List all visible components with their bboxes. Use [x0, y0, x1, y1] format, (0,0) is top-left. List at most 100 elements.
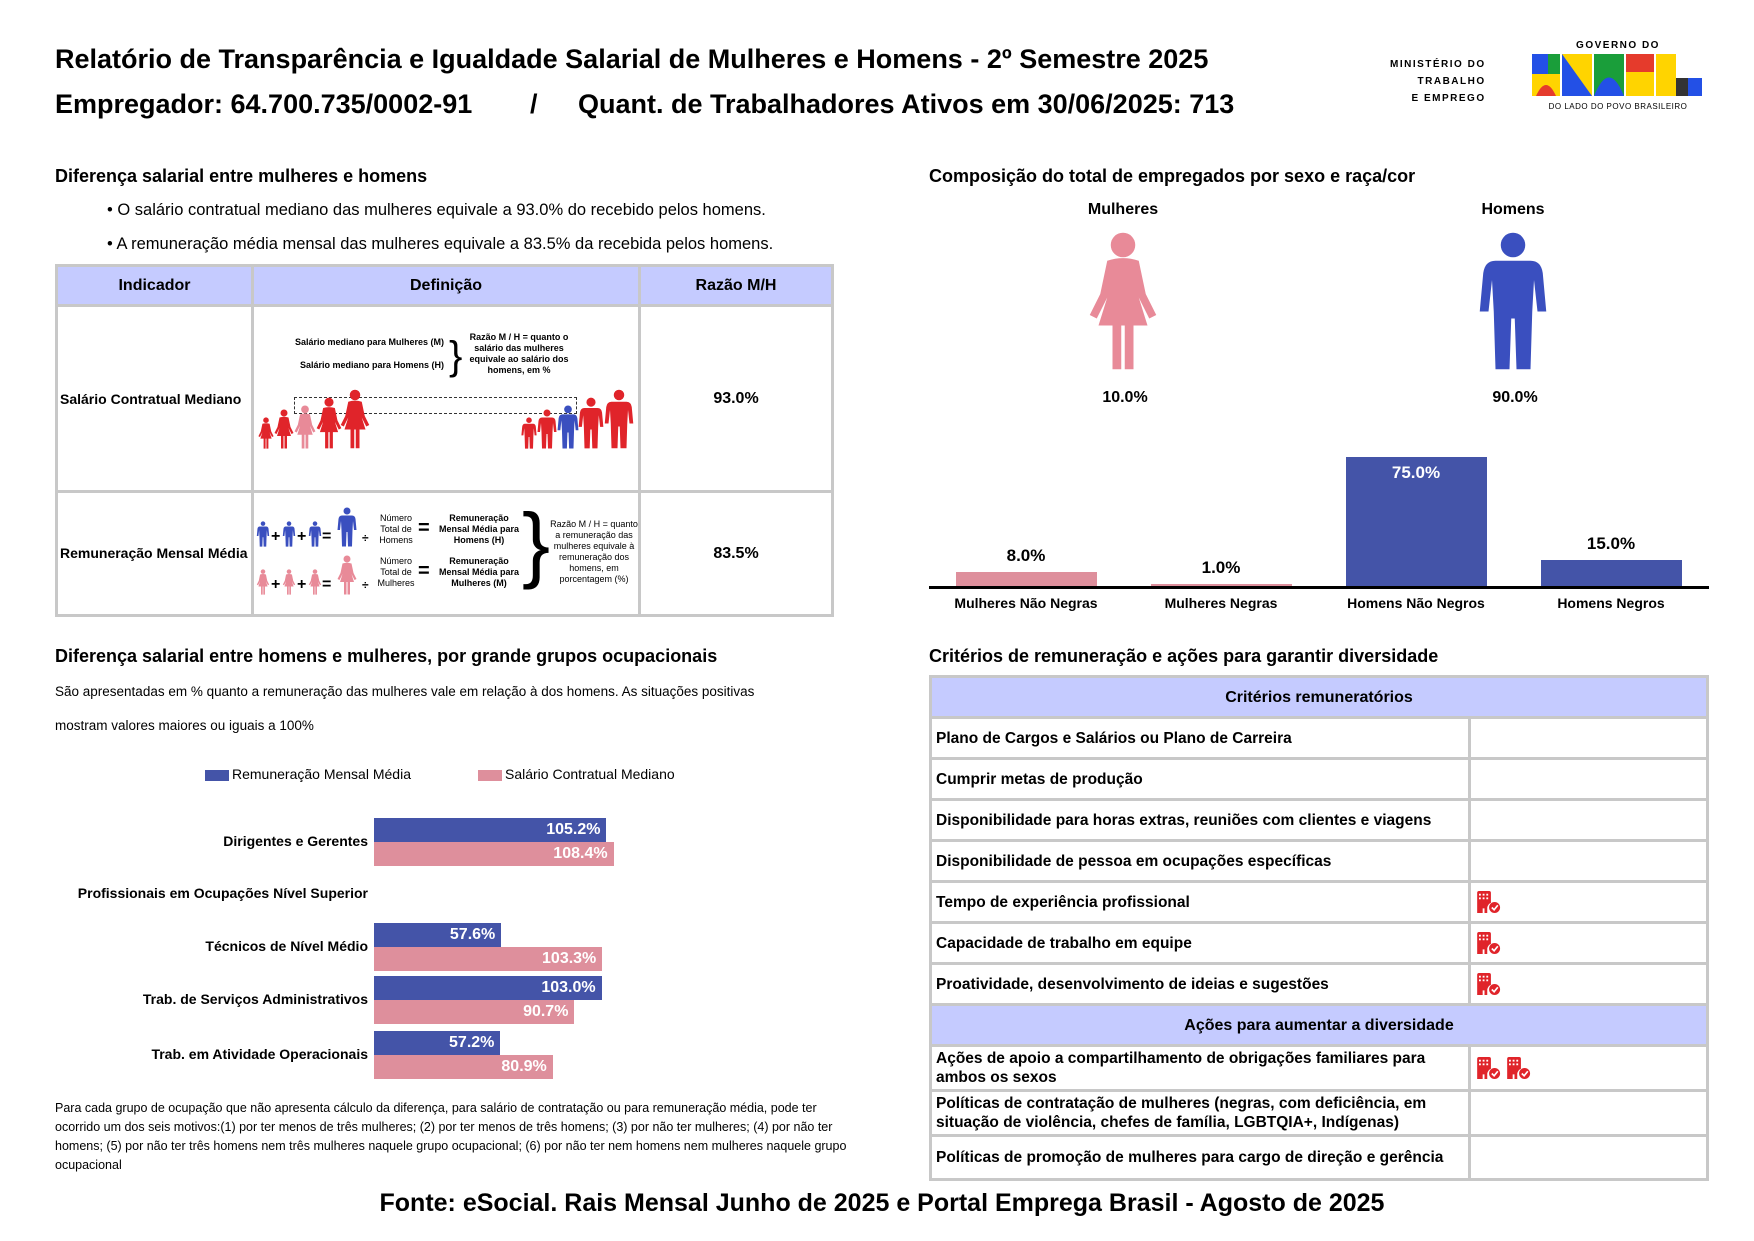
indicator-name: Remuneração Mensal Média — [55, 490, 254, 617]
bar-value-label: 57.2% — [449, 1034, 495, 1051]
man-figure-icon — [1479, 232, 1547, 370]
diagram-text: Remuneração Mensal Média para Mulheres (… — [438, 556, 520, 588]
men-percent: 90.0% — [1492, 389, 1538, 406]
criteria-row: Disponibilidade de pessoa em ocupações e… — [929, 839, 1709, 883]
women-label: Mulheres — [1087, 201, 1159, 218]
women-percent: 10.0% — [1102, 389, 1148, 406]
groups-bar-chart: Remuneração Mensal Média Salário Contratu… — [0, 760, 860, 1090]
bar: 108.4% — [374, 842, 614, 866]
svg-text:=: = — [322, 576, 331, 593]
criteria-label: Ações de apoio a compartilhamento de obr… — [929, 1044, 1471, 1092]
groups-subtitle: mostram valores maiores ou iguais a 100% — [55, 718, 314, 733]
definition-diagram-median: Salário mediano para Mulheres (M) Salári… — [251, 304, 641, 493]
svg-text:÷: ÷ — [362, 578, 369, 592]
bar-value-label: 1.0% — [1201, 558, 1241, 577]
criteria-row: Plano de Cargos e Salários ou Plano de C… — [929, 716, 1709, 760]
bar-value-label: 15.0% — [1586, 534, 1636, 554]
bar — [1540, 560, 1682, 586]
criteria-row: Proatividade, desenvolvimento de ideias … — [929, 962, 1709, 1006]
company-check-icon — [1475, 1057, 1505, 1079]
composition-title: Composição do total de empregados por se… — [929, 166, 1416, 186]
bar-value-label: 105.2% — [546, 821, 601, 838]
equals-icon: = — [418, 517, 430, 539]
dashed-box — [294, 397, 577, 414]
diagram-text: Salário mediano para Mulheres (M) — [294, 337, 444, 347]
bar-value-label: 75.0% — [1391, 463, 1441, 482]
groups-title: Diferença salarial entre homens e mulher… — [55, 646, 718, 666]
bar: 90.7% — [374, 1000, 575, 1024]
criteria-row: Disponibilidade para horas extras, reuni… — [929, 798, 1709, 842]
criteria-label: Políticas de contratação de mulheres (ne… — [929, 1089, 1471, 1137]
brace-icon: } — [522, 496, 551, 590]
header-separator: / — [530, 89, 538, 119]
criteria-label: Cumprir metas de produção — [929, 757, 1471, 801]
employer-id: Empregador: 64.700.735/0002-91 — [55, 89, 473, 119]
definition-diagram-average: + + = + + = ÷ ÷ Número Total de Homens = … — [251, 490, 641, 617]
chart-baseline — [929, 586, 1709, 589]
company-check-icon — [1475, 891, 1505, 913]
family-figures-icon — [258, 389, 634, 449]
ministry-logo-line: E EMPREGO — [1411, 93, 1486, 104]
svg-text:+: + — [297, 528, 306, 545]
criteria-label: Disponibilidade para horas extras, reuni… — [929, 798, 1471, 842]
diagram-text: Número Total de Homens — [379, 513, 413, 545]
indicator-table: Indicador Definição Razão M/H Salário Co… — [55, 264, 834, 617]
svg-text:=: = — [322, 528, 331, 545]
criteria-mark — [1468, 798, 1709, 842]
criteria-label: Disponibilidade de pessoa em ocupações e… — [929, 839, 1471, 883]
brace-icon: } — [449, 334, 463, 378]
svg-text:+: + — [271, 528, 280, 545]
woman-figure-icon — [1089, 232, 1157, 370]
bar-value-label: 57.6% — [449, 926, 496, 943]
ministry-logo: MINISTÉRIO DO TRABALHO E EMPREGO — [1390, 56, 1486, 107]
col-indicator: Indicador — [55, 264, 254, 307]
legend-label: Salário Contratual Mediano — [505, 766, 675, 782]
bar: 105.2% — [374, 818, 607, 842]
category-label: Dirigentes e Gerentes — [223, 833, 368, 849]
company-check-icon — [1475, 932, 1505, 954]
table-row: Remuneração Mensal Média + + = + + = ÷ ÷ … — [55, 490, 834, 617]
section-header-label: Ações para aumentar a diversidade — [929, 1003, 1709, 1047]
category-label: Técnicos de Nível Médio — [205, 938, 368, 954]
ministry-logo-line: MINISTÉRIO DO — [1390, 59, 1486, 70]
section-header-label: Critérios remuneratórios — [929, 675, 1709, 719]
category-label: Profissionais em Ocupações Nível Superio… — [77, 885, 368, 901]
bullet-median: • O salário contratual mediano das mulhe… — [107, 201, 766, 219]
bar-value-label: 80.9% — [501, 1058, 547, 1075]
company-check-icon — [1505, 1057, 1535, 1079]
criteria-title: Critérios de remuneração e ações para ga… — [929, 646, 1439, 666]
bar: 57.2% — [374, 1031, 501, 1055]
gov-logo-bottom: DO LADO DO POVO BRASILEIRO — [1548, 102, 1688, 111]
groups-footnote: Para cada grupo de ocupação que não apre… — [55, 1101, 847, 1172]
category-label: Mulheres Negras — [1164, 595, 1278, 611]
criteria-section-header: Critérios remuneratórios — [929, 675, 1709, 719]
criteria-mark — [1468, 1089, 1709, 1137]
criteria-label: Tempo de experiência profissional — [929, 880, 1471, 924]
bar — [1345, 457, 1487, 586]
criteria-row: Cumprir metas de produção — [929, 757, 1709, 801]
diagram-note: Razão M / H = quanto a remuneração das m… — [550, 519, 638, 584]
criteria-mark — [1468, 1044, 1709, 1092]
report-title: Relatório de Transparência e Igualdade S… — [55, 44, 1209, 74]
criteria-row: Ações de apoio a compartilhamento de obr… — [929, 1044, 1709, 1092]
indicator-name: Salário Contratual Mediano — [55, 304, 254, 493]
bar-value-label: 8.0% — [1006, 546, 1046, 566]
svg-text:÷: ÷ — [362, 531, 369, 545]
diagram-text: Salário mediano para Homens (H) — [299, 360, 444, 370]
bar-value-label: 108.4% — [553, 845, 608, 862]
men-label: Homens — [1481, 201, 1545, 218]
col-definition: Definição — [251, 264, 641, 307]
brasil-colored-wordmark — [1532, 54, 1702, 96]
legend-swatch — [478, 770, 502, 781]
sum-figures-icon: + + = + + = ÷ ÷ — [256, 507, 369, 595]
salary-diff-title: Diferença salarial entre mulheres e home… — [55, 166, 428, 186]
criteria-section-header: Ações para aumentar a diversidade — [929, 1003, 1709, 1047]
criteria-mark — [1468, 962, 1709, 1006]
category-label: Mulheres Não Negras — [954, 595, 1098, 611]
col-ratio: Razão M/H — [638, 264, 834, 307]
equals-icon: = — [418, 560, 430, 582]
bar-value-label: 103.3% — [542, 950, 597, 967]
legend-swatch — [205, 770, 229, 781]
criteria-mark — [1468, 921, 1709, 965]
ratio-value: 93.0% — [638, 304, 834, 493]
